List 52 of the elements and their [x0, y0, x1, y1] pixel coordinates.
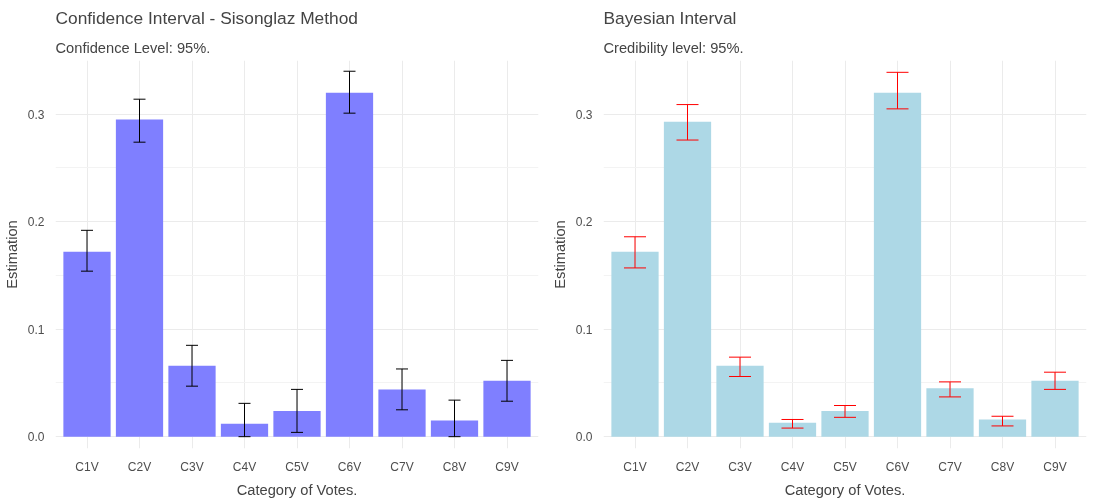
bar [378, 389, 426, 437]
x-tick-label: C8V [990, 459, 1015, 474]
bar [220, 423, 269, 437]
bar [168, 365, 216, 437]
bar [873, 92, 922, 437]
bar [115, 119, 164, 437]
bar [273, 410, 321, 437]
bar [768, 422, 817, 437]
bar [611, 251, 659, 437]
bar [821, 410, 869, 437]
bar [926, 388, 974, 437]
y-tick-label: 0.2 [27, 215, 45, 230]
x-axis-title: Category of Votes. [236, 481, 358, 498]
x-tick-label: C2V [127, 459, 152, 474]
y-axis-title: Estimation [551, 220, 568, 289]
x-tick-label: C5V [833, 459, 857, 474]
x-tick-label: C1V [623, 459, 647, 474]
chart-title: Bayesian Interval [603, 7, 737, 28]
chart-subtitle: Credibility level: 95%. [603, 39, 744, 56]
bar [978, 419, 1027, 437]
y-tick-label: 0.1 [575, 322, 593, 337]
x-tick-label: C1V [75, 459, 99, 474]
x-tick-label: C3V [728, 459, 752, 474]
x-tick-label: C6V [337, 459, 362, 474]
x-tick-label: C4V [232, 459, 257, 474]
x-tick-label: C9V [495, 459, 519, 474]
x-tick-label: C5V [285, 459, 309, 474]
chart-title: Confidence Interval - Sisonglaz Method [55, 7, 358, 28]
x-axis-title: Category of Votes. [784, 481, 906, 498]
y-tick-label: 0.3 [575, 107, 593, 122]
y-tick-label: 0.3 [27, 107, 45, 122]
x-tick-label: C2V [675, 459, 700, 474]
bar [483, 380, 531, 437]
chart-subtitle: Confidence Level: 95%. [55, 39, 211, 56]
x-tick-label: C9V [1043, 459, 1067, 474]
bar [63, 251, 111, 437]
bar [1031, 380, 1079, 437]
bar [663, 121, 712, 437]
x-tick-label: C3V [180, 459, 204, 474]
bar [430, 420, 479, 437]
y-axis-title: Estimation [3, 220, 20, 289]
y-tick-label: 0.2 [575, 215, 593, 230]
y-tick-label: 0.0 [27, 430, 45, 445]
y-tick-label: 0.1 [27, 322, 45, 337]
x-tick-label: C8V [442, 459, 467, 474]
bar [325, 92, 374, 437]
x-tick-label: C7V [938, 459, 962, 474]
bar [716, 365, 764, 437]
x-tick-label: C7V [390, 459, 414, 474]
x-tick-label: C4V [780, 459, 805, 474]
y-tick-label: 0.0 [575, 430, 593, 445]
x-tick-label: C6V [885, 459, 910, 474]
